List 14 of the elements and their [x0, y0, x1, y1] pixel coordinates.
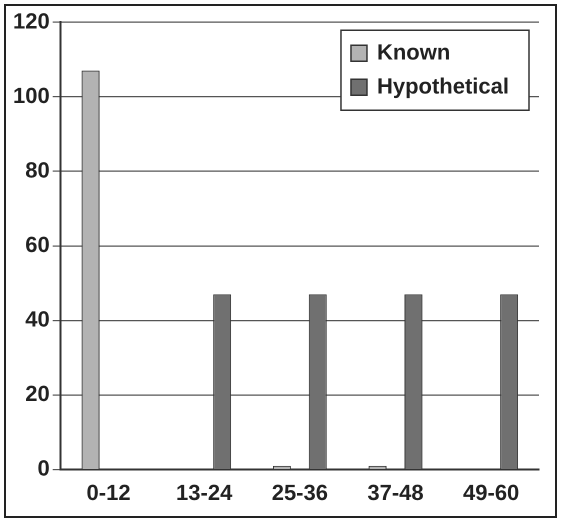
y-tick-label: 100: [12, 82, 50, 108]
y-tick-label: 80: [25, 157, 50, 182]
y-tick-label: 0: [37, 456, 50, 481]
y-tick-label: 20: [25, 381, 50, 406]
x-tick-label: 13-24: [176, 480, 234, 505]
y-tick-label: 40: [25, 306, 50, 332]
x-tick-label: 37-48: [367, 480, 424, 505]
x-tick-label: 0-12: [86, 480, 131, 505]
x-tick-label: 49-60: [463, 480, 520, 505]
legend-label: Known: [376, 39, 450, 64]
legend-label: Hypothetical: [376, 73, 510, 98]
y-tick-label: 60: [25, 232, 50, 257]
x-tick-label: 25-36: [272, 480, 328, 505]
y-tick-label: 120: [12, 8, 50, 34]
